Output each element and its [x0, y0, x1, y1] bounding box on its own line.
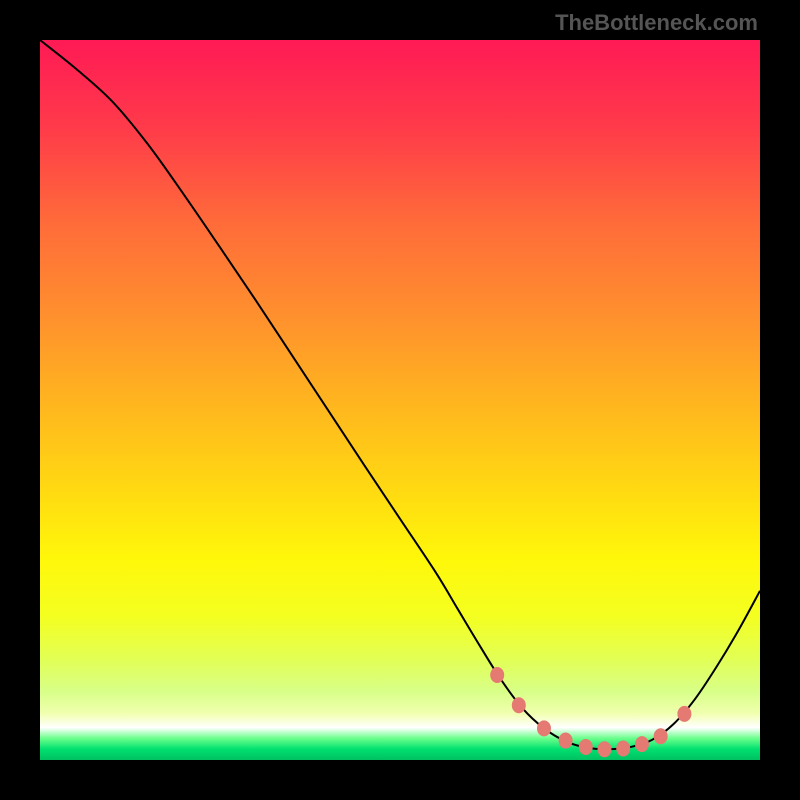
marker-point — [579, 740, 592, 755]
marker-point — [654, 729, 667, 744]
marker-point — [635, 737, 648, 752]
chart-container: TheBottleneck.com — [0, 0, 800, 800]
watermark-text: TheBottleneck.com — [555, 10, 758, 36]
gradient-background — [40, 40, 760, 760]
marker-point — [678, 706, 691, 721]
marker-point — [559, 733, 572, 748]
plot-area — [40, 40, 760, 760]
marker-point — [538, 721, 551, 736]
chart-svg — [40, 40, 760, 760]
marker-point — [617, 741, 630, 756]
marker-point — [512, 698, 525, 713]
marker-point — [598, 742, 611, 757]
marker-point — [491, 668, 504, 683]
